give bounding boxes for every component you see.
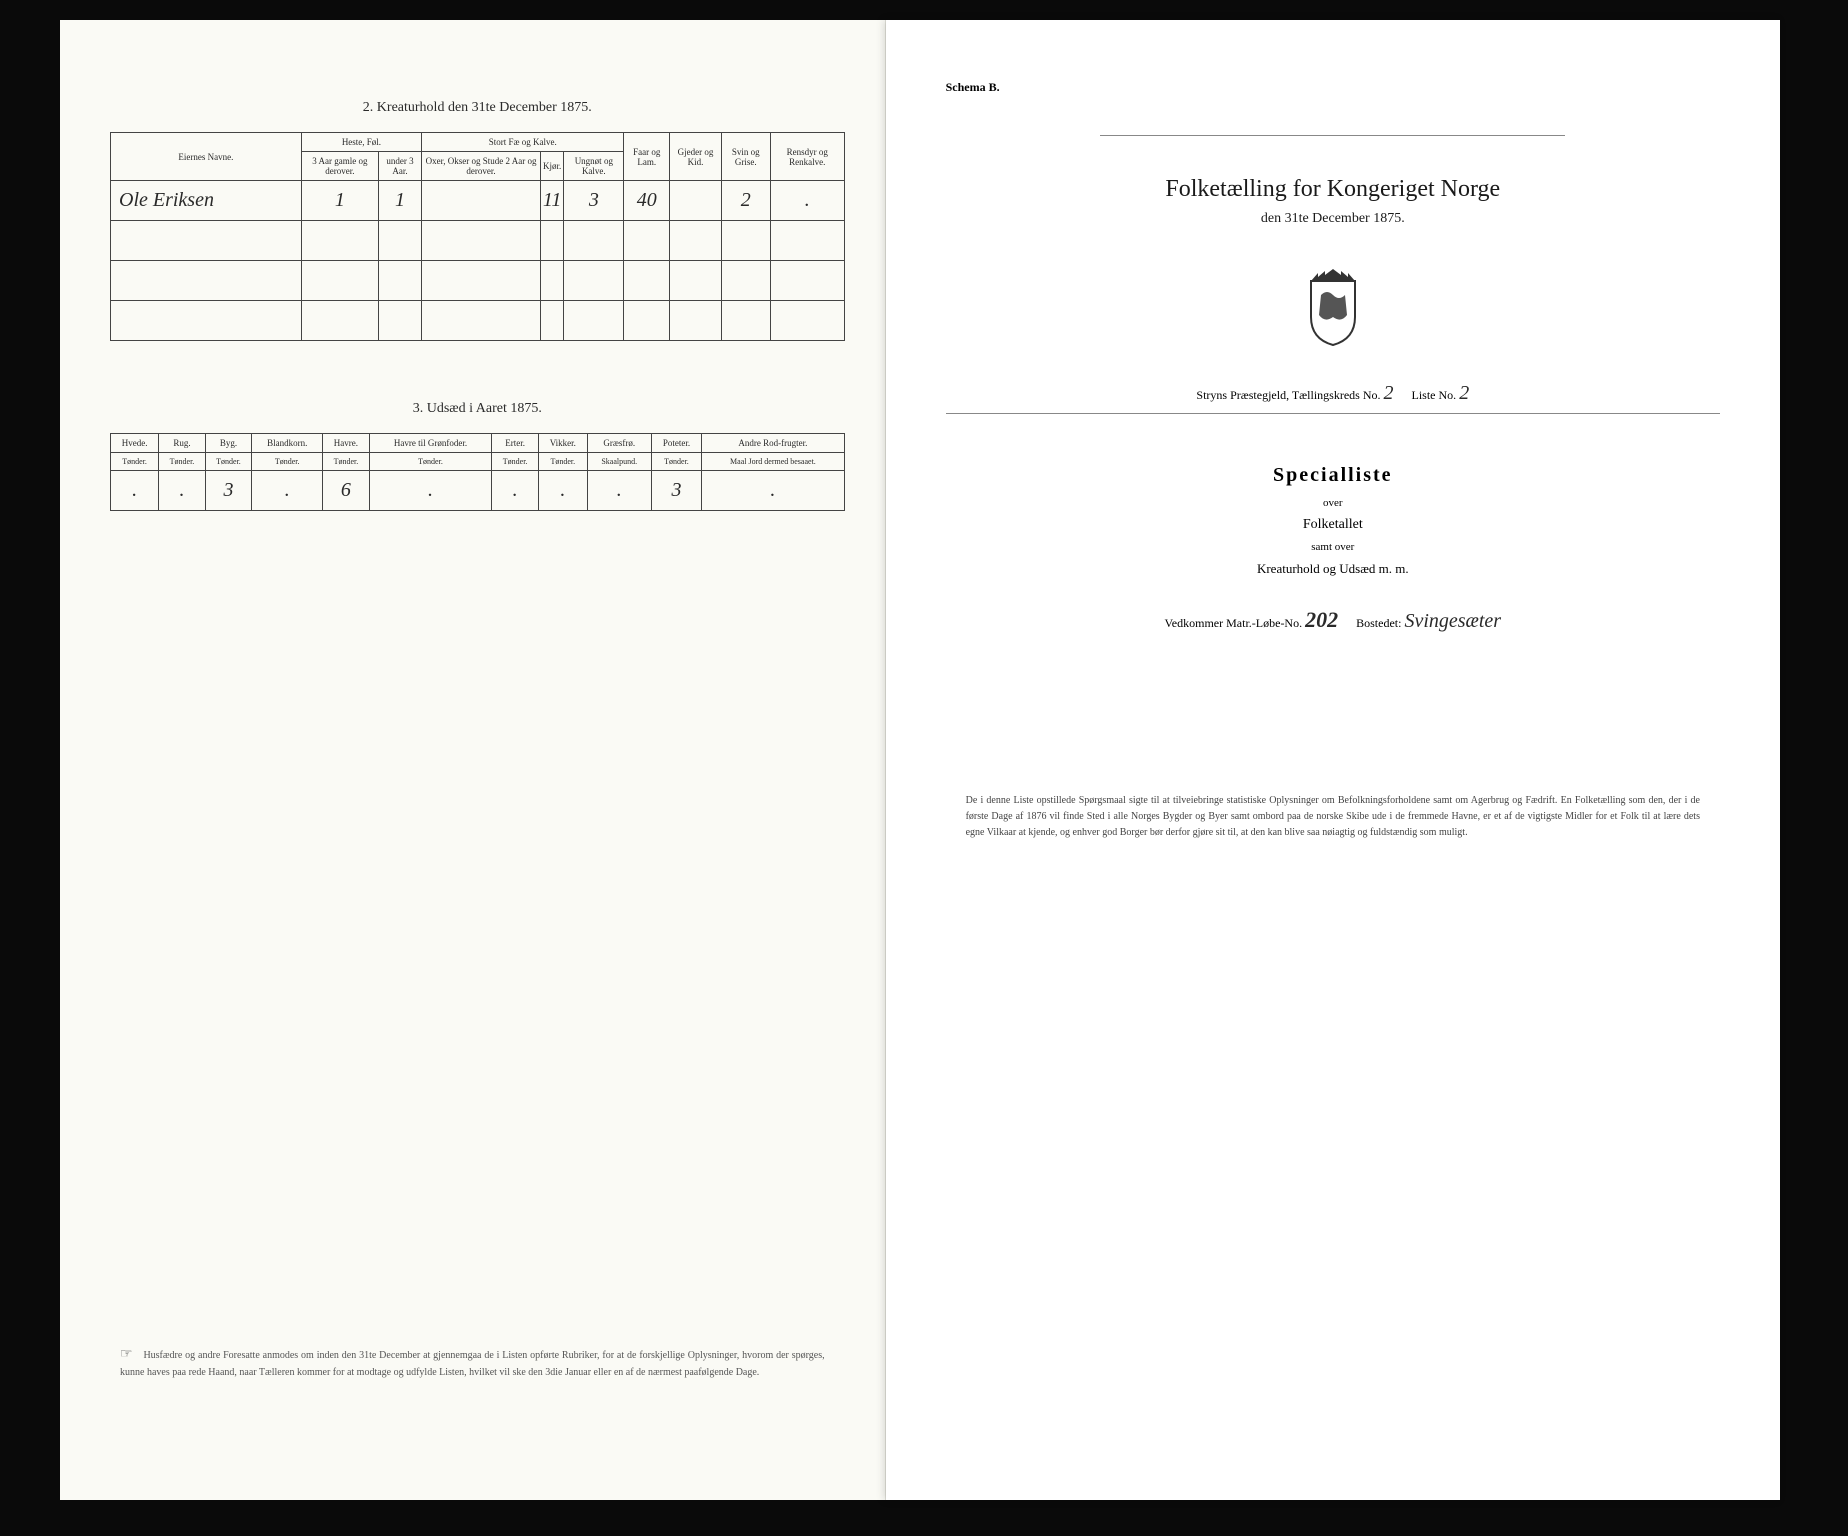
left-footer-note: ☞ Husfædre og andre Foresatte anmodes om… xyxy=(120,1344,825,1380)
cell: 1 xyxy=(378,181,421,221)
seed-col-unit: Tønder. xyxy=(492,453,539,471)
seed-units-row: Tønder.Tønder.Tønder.Tønder.Tønder.Tønde… xyxy=(111,453,845,471)
document-spread: 2. Kreaturhold den 31te December 1875. E… xyxy=(60,20,1780,1500)
right-footer-text: De i denne Liste opstillede Spørgsmaal s… xyxy=(946,793,1720,841)
seed-col-unit: Skaalpund. xyxy=(587,453,651,471)
cell: . xyxy=(702,471,844,511)
cell: 11 xyxy=(540,181,564,221)
group-stort: Stort Fæ og Kalve. xyxy=(422,133,624,152)
cell: . xyxy=(369,471,492,511)
seed-col-unit: Tønder. xyxy=(538,453,587,471)
cell: . xyxy=(159,471,206,511)
seed-col-header: Blandkorn. xyxy=(252,434,323,453)
main-title: Folketælling for Kongeriget Norge xyxy=(946,176,1720,203)
seed-col-header: Rug. xyxy=(159,434,206,453)
cell: 3 xyxy=(205,471,252,511)
seed-col-header: Byg. xyxy=(205,434,252,453)
table2-title: 3. Udsæd i Aaret 1875. xyxy=(110,401,845,417)
table1-title: 2. Kreaturhold den 31te December 1875. xyxy=(110,100,845,116)
pointing-hand-icon: ☞ xyxy=(120,1344,133,1365)
seed-header-row: Hvede.Rug.Byg.Blandkorn.Havre.Havre til … xyxy=(111,434,845,453)
seed-col-header: Vikker. xyxy=(538,434,587,453)
matr-number: 202 xyxy=(1305,607,1338,632)
right-page: Schema B. Folketælling for Kongeriget No… xyxy=(886,20,1780,1500)
col-faar: Faar og Lam. xyxy=(624,133,670,181)
district-line: Stryns Præstegjeld, Tællingskreds No. 2 … xyxy=(946,382,1720,414)
cell: 6 xyxy=(323,471,370,511)
matr-line: Vedkommer Matr.-Løbe-No. 202 Bostedet: S… xyxy=(946,607,1720,633)
seed-col-unit: Tønder. xyxy=(159,453,206,471)
cell xyxy=(670,181,721,221)
seed-col-header: Hvede. xyxy=(111,434,159,453)
cell: 3 xyxy=(651,471,702,511)
spec-kreat: Kreaturhold og Udsæd m. m. xyxy=(946,561,1720,577)
col-s1: Oxer, Okser og Stude 2 Aar og derover. xyxy=(422,152,541,181)
table-row xyxy=(111,221,845,261)
seed-table: Hvede.Rug.Byg.Blandkorn.Havre.Havre til … xyxy=(110,433,845,511)
seed-col-unit: Tønder. xyxy=(205,453,252,471)
specialliste-title: Specialliste xyxy=(946,464,1720,487)
col-s2: Kjør. xyxy=(540,152,564,181)
seed-col-unit: Tønder. xyxy=(111,453,159,471)
seed-col-header: Græsfrø. xyxy=(587,434,651,453)
cell: 1 xyxy=(301,181,378,221)
cell xyxy=(422,181,541,221)
cell: 40 xyxy=(624,181,670,221)
liste-number: 2 xyxy=(1459,382,1469,404)
col-s3: Ungnøt og Kalve. xyxy=(564,152,624,181)
col-h2: under 3 Aar. xyxy=(378,152,421,181)
table-row xyxy=(111,261,845,301)
coat-of-arms-icon xyxy=(946,267,1720,352)
cell: . xyxy=(252,471,323,511)
seed-col-unit: Tønder. xyxy=(369,453,492,471)
seed-col-header: Havre til Grønfoder. xyxy=(369,434,492,453)
matr-label: Vedkommer Matr.-Løbe-No. xyxy=(1164,616,1302,630)
spec-over: over xyxy=(946,497,1720,509)
district-prefix: Stryns Præstegjeld, Tællingskreds No. xyxy=(1196,388,1380,402)
subtitle: den 31te December 1875. xyxy=(946,211,1720,227)
cell: . xyxy=(587,471,651,511)
seed-col-unit: Tønder. xyxy=(651,453,702,471)
col-owner: Eiernes Navne. xyxy=(111,133,302,181)
group-heste: Heste, Føl. xyxy=(301,133,421,152)
left-page: 2. Kreaturhold den 31te December 1875. E… xyxy=(60,20,886,1500)
seed-col-unit: Tønder. xyxy=(252,453,323,471)
cell: 2 xyxy=(721,181,770,221)
seed-col-header: Erter. xyxy=(492,434,539,453)
table-row xyxy=(111,301,845,341)
cell: 3 xyxy=(564,181,624,221)
col-rensdyr: Rensdyr og Renkalve. xyxy=(770,133,844,181)
footer-text: Husfædre og andre Foresatte anmodes om i… xyxy=(120,1350,825,1378)
liste-label: Liste No. xyxy=(1412,388,1457,402)
divider xyxy=(1100,135,1565,136)
seed-col-header: Havre. xyxy=(323,434,370,453)
seed-col-unit: Maal Jord dermed besaaet. xyxy=(702,453,844,471)
col-h1: 3 Aar gamle og derover. xyxy=(301,152,378,181)
cell: . xyxy=(538,471,587,511)
seed-col-unit: Tønder. xyxy=(323,453,370,471)
col-gjeder: Gjeder og Kid. xyxy=(670,133,721,181)
cell: . xyxy=(770,181,844,221)
owner-name: Ole Eriksen xyxy=(111,181,302,221)
table-row: Ole Eriksen 1 1 11 3 40 2 . xyxy=(111,181,845,221)
spec-folketallet: Folketallet xyxy=(946,517,1720,533)
cell: . xyxy=(492,471,539,511)
schema-label: Schema B. xyxy=(946,80,1720,95)
bostedet-label: Bostedet: xyxy=(1356,616,1401,630)
col-svin: Svin og Grise. xyxy=(721,133,770,181)
spec-samt: samt over xyxy=(946,541,1720,553)
livestock-table: Eiernes Navne. Heste, Føl. Stort Fæ og K… xyxy=(110,132,845,341)
seed-col-header: Andre Rod-frugter. xyxy=(702,434,844,453)
cell: . xyxy=(111,471,159,511)
district-number: 2 xyxy=(1384,382,1394,404)
table-row: ..3.6....3. xyxy=(111,471,845,511)
seed-col-header: Poteter. xyxy=(651,434,702,453)
bostedet-value: Svingesæter xyxy=(1404,610,1501,632)
